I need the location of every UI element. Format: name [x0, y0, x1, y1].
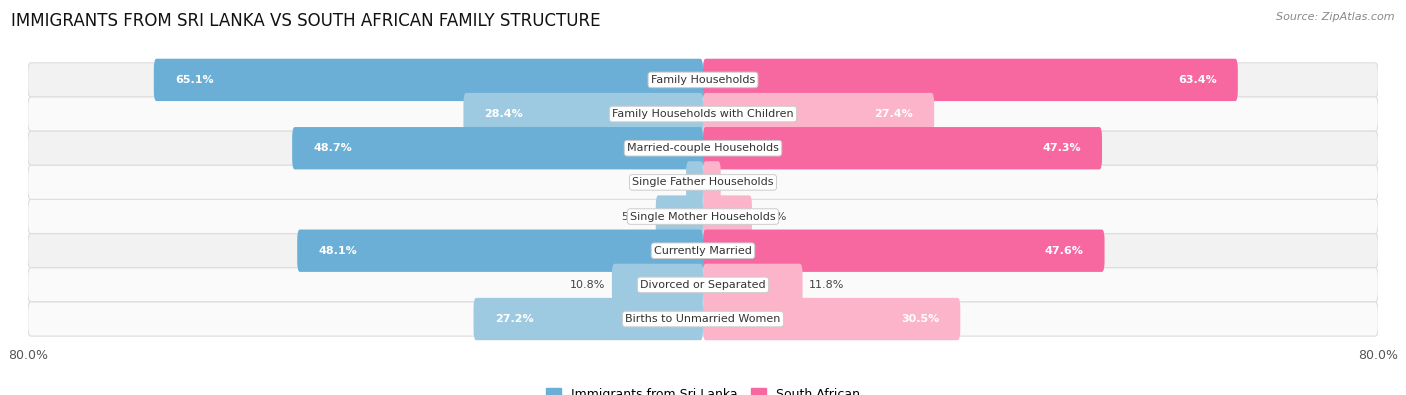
FancyBboxPatch shape [655, 196, 703, 238]
Text: 27.2%: 27.2% [495, 314, 533, 324]
Text: Source: ZipAtlas.com: Source: ZipAtlas.com [1277, 12, 1395, 22]
FancyBboxPatch shape [703, 161, 721, 203]
Text: 5.6%: 5.6% [621, 212, 650, 222]
FancyBboxPatch shape [474, 298, 703, 340]
FancyBboxPatch shape [703, 59, 1237, 101]
Text: 30.5%: 30.5% [901, 314, 939, 324]
FancyBboxPatch shape [703, 196, 752, 238]
FancyBboxPatch shape [292, 127, 703, 169]
Text: Family Households: Family Households [651, 75, 755, 85]
Text: 63.4%: 63.4% [1178, 75, 1216, 85]
FancyBboxPatch shape [28, 63, 1378, 97]
FancyBboxPatch shape [28, 233, 1378, 268]
Text: 27.4%: 27.4% [875, 109, 912, 119]
Text: Currently Married: Currently Married [654, 246, 752, 256]
Text: 47.3%: 47.3% [1042, 143, 1081, 153]
Legend: Immigrants from Sri Lanka, South African: Immigrants from Sri Lanka, South African [547, 388, 859, 395]
FancyBboxPatch shape [28, 97, 1378, 131]
Text: 10.8%: 10.8% [569, 280, 605, 290]
Text: 5.8%: 5.8% [759, 212, 787, 222]
Text: 48.1%: 48.1% [318, 246, 357, 256]
Text: 48.7%: 48.7% [314, 143, 352, 153]
FancyBboxPatch shape [28, 166, 1378, 199]
Text: 65.1%: 65.1% [174, 75, 214, 85]
FancyBboxPatch shape [686, 161, 703, 203]
Text: 47.6%: 47.6% [1045, 246, 1084, 256]
Text: Divorced or Separated: Divorced or Separated [640, 280, 766, 290]
FancyBboxPatch shape [703, 264, 803, 306]
Text: 2.0%: 2.0% [651, 177, 679, 187]
FancyBboxPatch shape [703, 229, 1105, 272]
Text: Births to Unmarried Women: Births to Unmarried Women [626, 314, 780, 324]
FancyBboxPatch shape [464, 93, 703, 135]
Text: Married-couple Households: Married-couple Households [627, 143, 779, 153]
Text: IMMIGRANTS FROM SRI LANKA VS SOUTH AFRICAN FAMILY STRUCTURE: IMMIGRANTS FROM SRI LANKA VS SOUTH AFRIC… [11, 12, 600, 30]
FancyBboxPatch shape [703, 127, 1102, 169]
FancyBboxPatch shape [703, 93, 934, 135]
FancyBboxPatch shape [153, 59, 703, 101]
FancyBboxPatch shape [28, 302, 1378, 336]
Text: 28.4%: 28.4% [485, 109, 523, 119]
FancyBboxPatch shape [612, 264, 703, 306]
FancyBboxPatch shape [297, 229, 703, 272]
FancyBboxPatch shape [703, 298, 960, 340]
Text: Family Households with Children: Family Households with Children [612, 109, 794, 119]
FancyBboxPatch shape [28, 131, 1378, 166]
FancyBboxPatch shape [28, 268, 1378, 302]
Text: 11.8%: 11.8% [810, 280, 845, 290]
Text: Single Father Households: Single Father Households [633, 177, 773, 187]
FancyBboxPatch shape [28, 199, 1378, 233]
Text: 2.1%: 2.1% [727, 177, 756, 187]
Text: Single Mother Households: Single Mother Households [630, 212, 776, 222]
